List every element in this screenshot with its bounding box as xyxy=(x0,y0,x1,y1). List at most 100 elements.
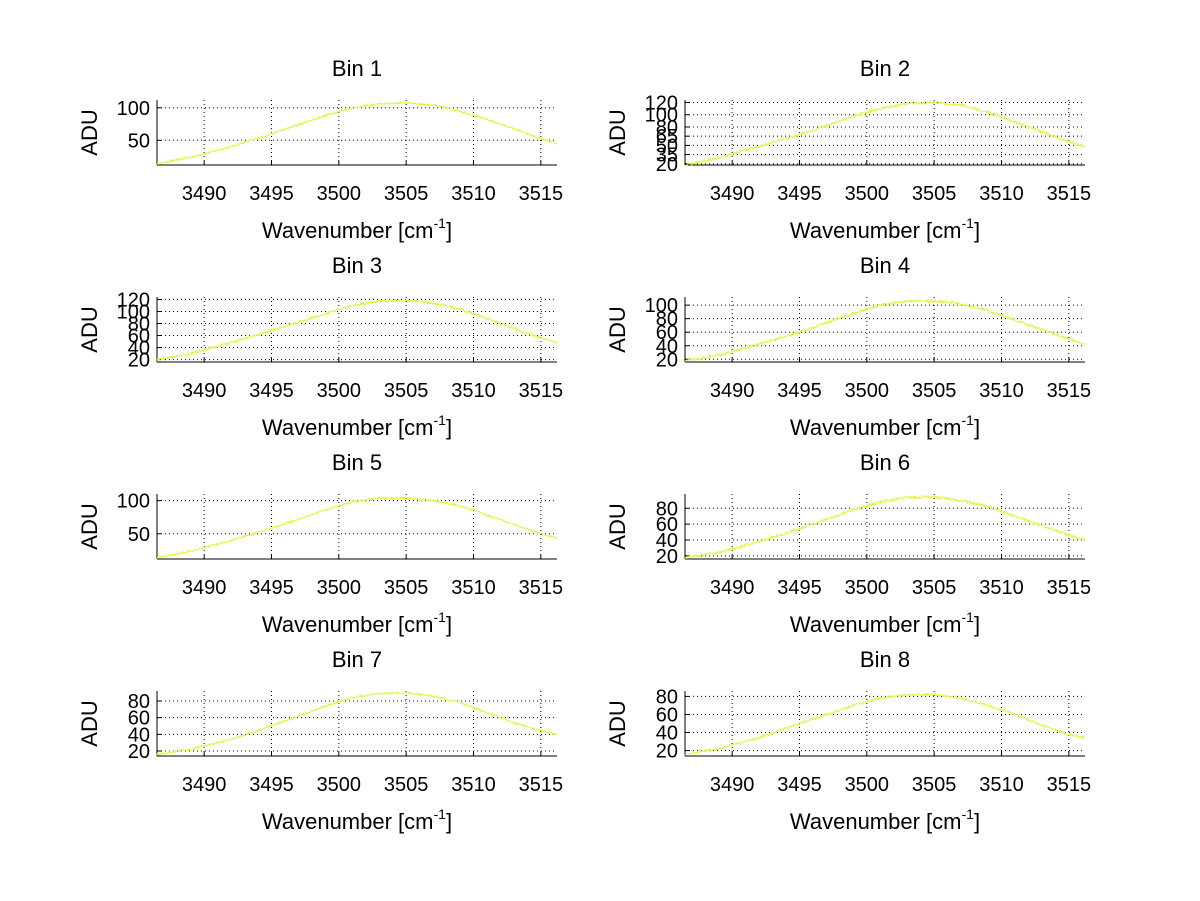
x-tick-label: 3490 xyxy=(710,577,755,599)
x-tick-label: 3490 xyxy=(710,183,755,205)
x-tick-label: 3505 xyxy=(384,380,429,402)
y-tick-label: 20 xyxy=(656,154,678,176)
y-axis-label: ADU xyxy=(605,700,630,746)
x-axis-label-close: ] xyxy=(446,612,452,637)
y-tick-label: 80 xyxy=(128,313,150,335)
x-axis-label-close: ] xyxy=(974,612,980,637)
x-axis-label-main: Wavenumber [cm xyxy=(790,218,962,243)
x-tick-label: 3500 xyxy=(317,183,362,205)
x-tick-label: 3500 xyxy=(845,774,890,796)
y-tick-label: 40 xyxy=(656,723,678,745)
x-tick-label: 3495 xyxy=(777,774,822,796)
subplot-title: Bin 2 xyxy=(860,56,910,81)
x-axis-label-superscript: -1 xyxy=(434,609,447,625)
y-tick-label: 20 xyxy=(656,349,678,371)
y-tick-label: 50 xyxy=(656,135,678,157)
x-tick-label: 3515 xyxy=(519,774,564,796)
x-axis-label-close: ] xyxy=(974,415,980,440)
y-tick-label: 20 xyxy=(128,741,150,763)
x-axis-label: Wavenumber [cm-1] xyxy=(790,806,980,834)
x-axis-label: Wavenumber [cm-1] xyxy=(790,412,980,440)
x-tick-label: 3515 xyxy=(519,183,564,205)
x-axis-label-main: Wavenumber [cm xyxy=(262,218,434,243)
y-tick-label: 40 xyxy=(128,338,150,360)
y-tick-label: 40 xyxy=(656,530,678,552)
x-tick-label: 3495 xyxy=(249,183,294,205)
x-tick-label: 3505 xyxy=(384,774,429,796)
x-axis-label-superscript: -1 xyxy=(434,215,447,231)
x-tick-label: 3515 xyxy=(1047,183,1092,205)
x-axis-label: Wavenumber [cm-1] xyxy=(262,412,452,440)
data-series-line xyxy=(156,101,558,165)
x-tick-label: 3505 xyxy=(384,577,429,599)
y-tick-label: 100 xyxy=(645,295,678,317)
x-tick-label: 3510 xyxy=(979,380,1024,402)
x-axis-label-main: Wavenumber [cm xyxy=(790,809,962,834)
subplot-bin-1: Bin 1 3490 3495 3500 3505 3510 3515 50 100 Wavenu… xyxy=(77,56,563,243)
x-axis-label-close: ] xyxy=(974,809,980,834)
x-axis-label: Wavenumber [cm-1] xyxy=(790,215,980,243)
x-axis-label-close: ] xyxy=(446,809,452,834)
data-series-line xyxy=(684,692,1085,756)
x-axis-label-close: ] xyxy=(446,415,452,440)
x-axis-label: Wavenumber [cm-1] xyxy=(262,806,452,834)
x-axis-label-superscript: -1 xyxy=(434,806,447,822)
data-series-line xyxy=(156,691,558,756)
x-tick-label: 3515 xyxy=(1047,380,1092,402)
x-tick-label: 3500 xyxy=(845,183,890,205)
x-axis-label-main: Wavenumber [cm xyxy=(262,415,434,440)
x-axis-label-main: Wavenumber [cm xyxy=(262,612,434,637)
x-tick-label: 3495 xyxy=(249,577,294,599)
x-tick-label: 3505 xyxy=(912,577,957,599)
y-axis-label: ADU xyxy=(77,109,102,155)
x-tick-label: 3510 xyxy=(451,774,496,796)
x-tick-label: 3515 xyxy=(519,577,564,599)
x-tick-label: 3510 xyxy=(451,380,496,402)
x-axis-label-main: Wavenumber [cm xyxy=(790,415,962,440)
x-axis-label-superscript: -1 xyxy=(434,412,447,428)
y-tick-label: 60 xyxy=(128,326,150,348)
x-tick-label: 3500 xyxy=(845,577,890,599)
x-tick-label: 3505 xyxy=(912,183,957,205)
y-tick-label: 60 xyxy=(656,322,678,344)
x-tick-label: 3505 xyxy=(912,774,957,796)
x-axis-label-close: ] xyxy=(974,218,980,243)
data-series-line xyxy=(684,494,1086,560)
x-axis-label-main: Wavenumber [cm xyxy=(790,612,962,637)
subplot-title: Bin 8 xyxy=(860,647,910,672)
x-tick-label: 3495 xyxy=(777,380,822,402)
x-tick-label: 3510 xyxy=(451,577,496,599)
subplot-title: Bin 3 xyxy=(332,253,382,278)
x-tick-label: 3495 xyxy=(777,577,822,599)
x-tick-label: 3510 xyxy=(979,577,1024,599)
x-tick-label: 3495 xyxy=(777,183,822,205)
y-tick-label: 35 xyxy=(656,145,678,167)
y-tick-label: 80 xyxy=(656,498,678,520)
x-tick-label: 3515 xyxy=(1047,774,1092,796)
x-axis-label: Wavenumber [cm-1] xyxy=(790,609,980,637)
y-tick-label: 80 xyxy=(656,686,678,708)
data-series-line xyxy=(156,298,558,361)
y-tick-label: 60 xyxy=(128,708,150,730)
y-tick-label: 80 xyxy=(128,691,150,713)
data-series-line xyxy=(156,495,558,559)
x-axis-label-superscript: -1 xyxy=(962,806,975,822)
x-tick-label: 3505 xyxy=(384,183,429,205)
x-axis-label-superscript: -1 xyxy=(962,412,975,428)
y-axis-label: ADU xyxy=(605,109,630,155)
y-tick-label: 80 xyxy=(656,117,678,139)
x-tick-label: 3495 xyxy=(249,774,294,796)
subplot-title: Bin 7 xyxy=(332,647,382,672)
x-axis-label: Wavenumber [cm-1] xyxy=(262,609,452,637)
y-tick-label: 60 xyxy=(656,514,678,536)
y-tick-label: 65 xyxy=(656,126,678,148)
x-tick-label: 3495 xyxy=(249,380,294,402)
subplot-bin-3: Bin 3 3490 3495 3500 3505 3510 3515 20406080100… xyxy=(77,253,563,440)
x-axis-label-superscript: -1 xyxy=(962,215,975,231)
x-tick-label: 3500 xyxy=(317,380,362,402)
subplot-title: Bin 1 xyxy=(332,56,382,81)
